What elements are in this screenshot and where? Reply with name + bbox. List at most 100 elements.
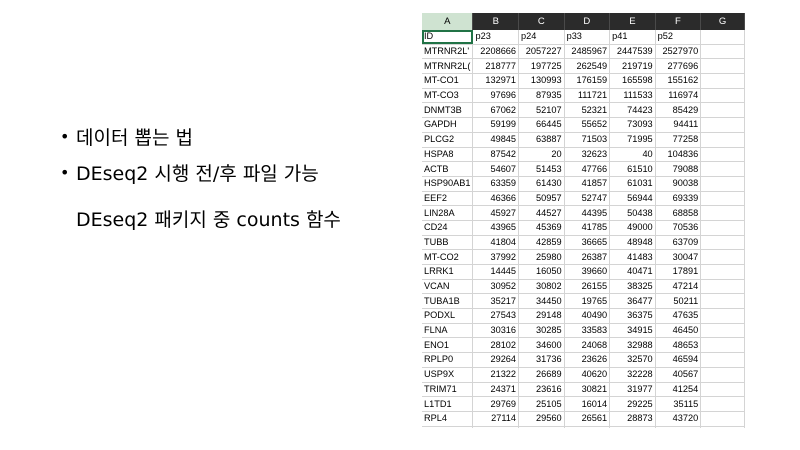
value-cell[interactable]: 104836 [655,147,702,163]
value-cell[interactable] [700,58,745,75]
id-cell[interactable]: RPLP0 [422,352,474,368]
value-cell[interactable]: 66445 [518,117,565,133]
value-cell[interactable]: 39660 [564,264,611,280]
value-cell[interactable]: 41804 [472,235,520,251]
value-cell[interactable]: 63709 [655,235,702,251]
id-cell[interactable]: USP9X [422,367,474,383]
value-cell[interactable]: 87935 [518,88,565,104]
id-cell[interactable]: ID [422,30,474,45]
value-cell[interactable]: 25308 [564,426,611,428]
id-cell[interactable]: ENO1 [422,337,474,354]
value-cell[interactable]: 30952 [472,279,520,295]
value-cell[interactable]: 36375 [609,308,656,324]
value-cell[interactable]: 54607 [472,161,520,177]
value-cell[interactable]: p41 [609,30,656,45]
column-header-c[interactable]: C [518,13,565,30]
value-cell[interactable] [700,426,745,428]
value-cell[interactable]: 2447539 [609,44,656,60]
value-cell[interactable]: 43720 [655,411,702,427]
value-cell[interactable]: 30047 [655,249,702,265]
value-cell[interactable]: 63359 [472,176,520,192]
value-cell[interactable]: 29148 [518,308,565,324]
value-cell[interactable]: 52107 [518,102,565,119]
value-cell[interactable]: 87542 [472,147,520,163]
value-cell[interactable] [700,44,745,60]
value-cell[interactable] [700,88,745,104]
value-cell[interactable]: 28873 [609,411,656,427]
value-cell[interactable]: 2485967 [564,44,611,60]
value-cell[interactable]: 29769 [472,396,520,412]
value-cell[interactable]: 52747 [564,191,611,207]
column-header-a[interactable]: A [422,13,474,30]
value-cell[interactable]: 74423 [609,102,656,119]
value-cell[interactable]: 45927 [472,205,520,221]
id-cell[interactable]: FLNA [422,323,474,339]
id-cell[interactable]: LRRK1 [422,264,474,280]
id-cell[interactable]: PLCG2 [422,132,474,148]
value-cell[interactable]: 49000 [609,220,656,236]
value-cell[interactable]: 32623 [564,147,611,163]
value-cell[interactable]: 26155 [564,279,611,295]
value-cell[interactable]: 218777 [472,58,520,75]
value-cell[interactable]: 31977 [609,382,656,398]
id-cell[interactable]: HSPA8 [422,147,474,163]
value-cell[interactable]: 25105 [518,396,565,412]
value-cell[interactable]: 48948 [609,235,656,251]
value-cell[interactable]: 2057227 [518,44,565,60]
value-cell[interactable]: 130993 [518,73,565,89]
value-cell[interactable] [700,293,745,310]
value-cell[interactable]: 47766 [564,161,611,177]
value-cell[interactable]: 16014 [564,396,611,412]
id-cell[interactable]: LIN28A [422,205,474,221]
value-cell[interactable]: 34473 [655,426,702,428]
value-cell[interactable]: 28102 [472,337,520,354]
value-cell[interactable]: 21322 [472,367,520,383]
value-cell[interactable]: 50211 [655,293,702,310]
value-cell[interactable] [700,411,745,427]
value-cell[interactable]: 40490 [564,308,611,324]
value-cell[interactable]: 85429 [655,102,702,119]
value-cell[interactable]: 16050 [518,264,565,280]
value-cell[interactable] [700,73,745,89]
value-cell[interactable]: 30285 [518,323,565,339]
value-cell[interactable] [700,396,745,412]
value-cell[interactable] [700,337,745,354]
id-cell[interactable]: RPL4 [422,411,474,427]
value-cell[interactable]: 50957 [518,191,565,207]
value-cell[interactable]: 40620 [564,367,611,383]
value-cell[interactable]: 47214 [655,279,702,295]
value-cell[interactable] [700,308,745,324]
value-cell[interactable]: 23616 [518,382,565,398]
value-cell[interactable]: 111533 [609,88,656,104]
value-cell[interactable] [700,30,745,45]
id-cell[interactable]: L1TD1 [422,396,474,412]
value-cell[interactable]: 21798 [472,426,520,428]
value-cell[interactable]: 94411 [655,117,702,133]
value-cell[interactable] [700,132,745,148]
value-cell[interactable]: 63887 [518,132,565,148]
value-cell[interactable]: 35217 [472,293,520,310]
value-cell[interactable]: 71995 [609,132,656,148]
value-cell[interactable]: 90038 [655,176,702,192]
column-header-d[interactable]: D [564,13,611,30]
value-cell[interactable]: 30821 [564,382,611,398]
value-cell[interactable]: 36477 [609,293,656,310]
value-cell[interactable]: 35115 [655,396,702,412]
value-cell[interactable]: 36665 [564,235,611,251]
value-cell[interactable]: 27391 [609,426,656,428]
value-cell[interactable] [700,382,745,398]
value-cell[interactable]: 20 [518,147,565,163]
id-cell[interactable]: MTRNR2L( [422,58,474,75]
value-cell[interactable]: 33583 [564,323,611,339]
column-header-g[interactable]: G [700,13,745,30]
value-cell[interactable] [700,161,745,177]
value-cell[interactable]: 176159 [564,73,611,89]
value-cell[interactable]: 56944 [609,191,656,207]
value-cell[interactable]: 2208666 [472,44,520,60]
value-cell[interactable]: 197725 [518,58,565,75]
value-cell[interactable]: 48653 [655,337,702,354]
value-cell[interactable]: 52321 [564,102,611,119]
value-cell[interactable]: 43965 [472,220,520,236]
value-cell[interactable]: 116974 [655,88,702,104]
value-cell[interactable]: 30316 [472,323,520,339]
